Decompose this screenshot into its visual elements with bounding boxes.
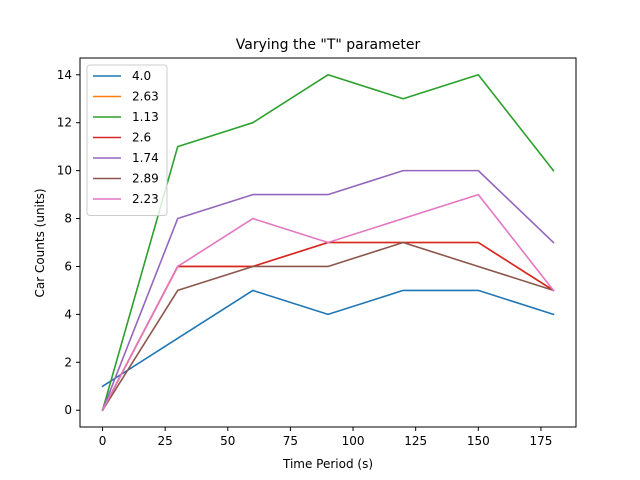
x-axis-label: Time Period (s) <box>282 457 373 471</box>
series-line-5 <box>101 241 555 412</box>
chart-title: Varying the "T" parameter <box>236 37 421 53</box>
series-line-2 <box>101 73 555 412</box>
series-line-6 <box>101 193 555 412</box>
y-tick-label-4: 8 <box>64 212 72 226</box>
legend-label-5: 2.89 <box>132 172 159 186</box>
y-tick-label-5: 10 <box>57 164 72 178</box>
axes-group: 0 25 50 75 100 125 150 175 0 2 4 6 8 10 12 14 <box>57 57 577 448</box>
x-tick-label-5: 125 <box>404 434 427 448</box>
y-tick-label-6: 12 <box>57 116 72 130</box>
legend-label-6: 2.23 <box>132 192 159 206</box>
x-tick-label-2: 50 <box>220 434 235 448</box>
y-tick-label-1: 2 <box>64 355 72 369</box>
legend-label-1: 2.63 <box>132 90 159 104</box>
axes-frame <box>79 57 577 428</box>
legend-label-4: 1.74 <box>132 151 159 165</box>
x-tick-label-3: 75 <box>283 434 298 448</box>
x-tick-label-7: 175 <box>529 434 552 448</box>
legend-label-0: 4.0 <box>132 69 151 83</box>
y-axis-label: Car Counts (units) <box>33 188 47 297</box>
x-tick-label-4: 100 <box>342 434 365 448</box>
x-tick-label-1: 25 <box>158 434 173 448</box>
legend: 4.0 2.63 1.13 2.6 1.74 2.89 2.23 <box>86 64 168 216</box>
series-group <box>101 73 555 412</box>
y-tick-label-3: 6 <box>64 259 72 273</box>
y-tick-label-2: 4 <box>64 307 72 321</box>
legend-label-2: 1.13 <box>132 110 159 124</box>
series-line-0 <box>101 289 555 388</box>
series-line-4 <box>101 169 555 412</box>
legend-label-3: 2.6 <box>132 131 151 145</box>
x-tick-label-0: 0 <box>99 434 107 448</box>
x-tick-label-6: 150 <box>467 434 490 448</box>
y-tick-label-0: 0 <box>64 403 72 417</box>
y-tick-label-7: 14 <box>57 68 72 82</box>
